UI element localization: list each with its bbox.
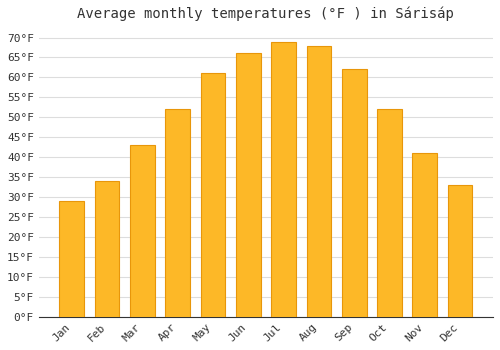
- Bar: [448, 185, 472, 317]
- Bar: [200, 74, 226, 317]
- Bar: [342, 69, 366, 317]
- Bar: [130, 145, 155, 317]
- Bar: [60, 201, 84, 317]
- Bar: [306, 46, 331, 317]
- Bar: [236, 54, 260, 317]
- Bar: [412, 153, 437, 317]
- Bar: [94, 181, 120, 317]
- Bar: [166, 109, 190, 317]
- Bar: [271, 42, 296, 317]
- Bar: [377, 109, 402, 317]
- Title: Average monthly temperatures (°F ) in Sárisáp: Average monthly temperatures (°F ) in Sá…: [78, 7, 454, 21]
